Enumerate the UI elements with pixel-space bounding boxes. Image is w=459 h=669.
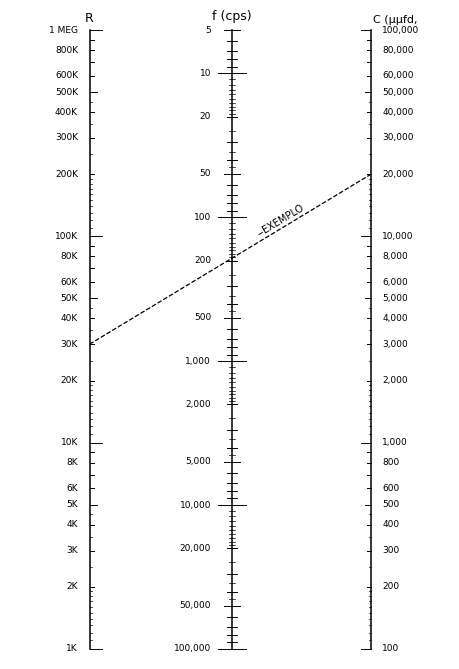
Text: 50,000: 50,000 (382, 88, 414, 97)
Text: 200: 200 (382, 582, 399, 591)
Text: 500: 500 (382, 500, 400, 509)
Text: 40,000: 40,000 (382, 108, 414, 116)
Text: 10,000: 10,000 (179, 500, 211, 510)
Text: 20K: 20K (61, 376, 78, 385)
Text: 400: 400 (382, 520, 399, 529)
Text: 10K: 10K (61, 438, 78, 447)
Text: 300K: 300K (55, 133, 78, 142)
Text: 3,000: 3,000 (382, 340, 408, 349)
Text: 40K: 40K (61, 314, 78, 323)
Text: 5K: 5K (67, 500, 78, 509)
Text: 4,000: 4,000 (382, 314, 408, 323)
Text: 300: 300 (382, 546, 400, 555)
Text: 3K: 3K (67, 546, 78, 555)
Text: 2,000: 2,000 (382, 376, 408, 385)
Text: 60K: 60K (61, 278, 78, 286)
Text: R: R (85, 12, 94, 25)
Text: 800: 800 (382, 458, 400, 467)
Text: 100: 100 (382, 644, 400, 654)
Text: 2,000: 2,000 (185, 400, 211, 409)
Text: 200: 200 (194, 256, 211, 265)
Text: 500: 500 (194, 313, 211, 322)
Text: 10: 10 (200, 69, 211, 78)
Text: 5,000: 5,000 (382, 294, 408, 303)
Text: 100,000: 100,000 (174, 644, 211, 654)
Text: 80,000: 80,000 (382, 45, 414, 55)
Text: 4K: 4K (67, 520, 78, 529)
Text: 1,000: 1,000 (382, 438, 408, 447)
Text: 5: 5 (205, 25, 211, 35)
Text: 50K: 50K (61, 294, 78, 303)
Text: 1 MEG: 1 MEG (49, 25, 78, 35)
Text: 80K: 80K (61, 252, 78, 261)
Text: 400K: 400K (55, 108, 78, 116)
Text: 30K: 30K (61, 340, 78, 349)
Text: 50,000: 50,000 (179, 601, 211, 610)
Text: 10,000: 10,000 (382, 232, 414, 241)
Text: 100,000: 100,000 (382, 25, 420, 35)
Text: 50: 50 (200, 169, 211, 179)
Text: --EXEMPLO: --EXEMPLO (256, 203, 306, 239)
Text: 20,000: 20,000 (382, 170, 414, 179)
Text: 20: 20 (200, 112, 211, 121)
Text: 20,000: 20,000 (180, 544, 211, 553)
Text: f (cps): f (cps) (212, 11, 252, 23)
Text: 1,000: 1,000 (185, 357, 211, 366)
Text: 8,000: 8,000 (382, 252, 408, 261)
Text: 800K: 800K (55, 45, 78, 55)
Text: 100: 100 (194, 213, 211, 222)
Text: 600: 600 (382, 484, 400, 493)
Text: 60,000: 60,000 (382, 72, 414, 80)
Text: 600K: 600K (55, 72, 78, 80)
Text: 5,000: 5,000 (185, 457, 211, 466)
Text: 1K: 1K (67, 644, 78, 654)
Text: 100K: 100K (55, 232, 78, 241)
Text: 6K: 6K (67, 484, 78, 493)
Text: 8K: 8K (67, 458, 78, 467)
Text: 6,000: 6,000 (382, 278, 408, 286)
Text: C (μμfd,: C (μμfd, (373, 15, 418, 25)
Text: 2K: 2K (67, 582, 78, 591)
Text: 200K: 200K (55, 170, 78, 179)
Text: 30,000: 30,000 (382, 133, 414, 142)
Text: 500K: 500K (55, 88, 78, 97)
